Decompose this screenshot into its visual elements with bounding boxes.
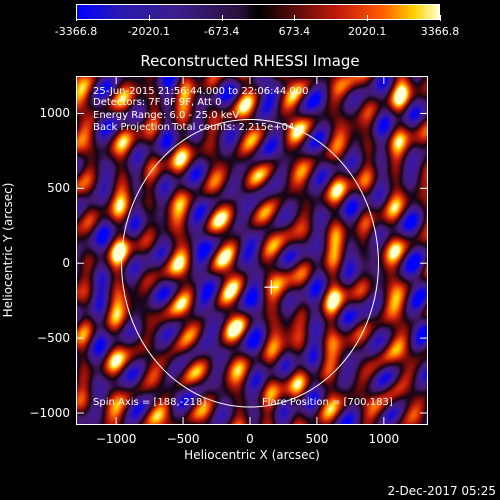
colorbar-tick-label: 673.4 (278, 25, 311, 38)
heatmap-image (76, 76, 428, 425)
y-axis-label: Heliocentric Y (arcsec) (1, 182, 15, 318)
solar-limb-circle (121, 118, 379, 408)
colorbar-tick-label: -673.4 (203, 25, 240, 38)
y-tick-label: −500 (37, 331, 70, 346)
colorbar-tick-label: -2020.1 (127, 25, 171, 38)
colorbar (76, 4, 440, 20)
colorbar-tick-label: -3366.8 (54, 25, 98, 38)
x-tick-label: 1000 (368, 432, 400, 446)
colorbar-tick (294, 15, 296, 21)
colorbar-tick (148, 15, 150, 21)
colorbar-tick (221, 15, 223, 21)
spin-axis-annotation: Spin Axis = [188,-218] (93, 397, 207, 408)
total-counts-annotation: Total counts: 2.215e+04 (172, 122, 295, 133)
detectors-annotation: Detectors: 7F 8F 9F, Att 0 (93, 97, 222, 108)
colorbar-gradient (76, 4, 440, 20)
energy-range-annotation: Energy Range: 6.0 - 25.0 keV (93, 110, 240, 121)
time-range-annotation: 25-Jun-2015 21:56:44.000 to 22:06:44.000 (93, 86, 309, 97)
x-tick-label: −1000 (95, 432, 137, 446)
chart-title: Reconstructed RHESSI Image (140, 52, 360, 70)
x-axis-label: Heliocentric X (arcsec) (184, 448, 320, 462)
y-tick-label: 0 (62, 256, 70, 271)
flare-position-annotation: Flare Position = [700,183] (262, 397, 393, 408)
colorbar-tick-label: 2020.1 (347, 25, 387, 38)
x-tick-label: 0 (246, 432, 254, 446)
x-tick-label: −500 (166, 432, 200, 446)
colorbar-tick (440, 15, 441, 21)
colorbar-tick-label: 3366.8 (420, 25, 460, 38)
colorbar-tick (367, 15, 369, 21)
y-tick-label: −1000 (29, 406, 70, 421)
x-tick-label: 500 (305, 432, 329, 446)
plot-area (76, 76, 428, 425)
y-tick-label: 1000 (39, 106, 70, 121)
timestamp-footer: 2-Dec-2017 05:25 (387, 484, 496, 498)
method-annotation: Back Projection (93, 122, 170, 133)
y-tick-label: 500 (47, 181, 70, 196)
colorbar-tick (76, 15, 77, 21)
